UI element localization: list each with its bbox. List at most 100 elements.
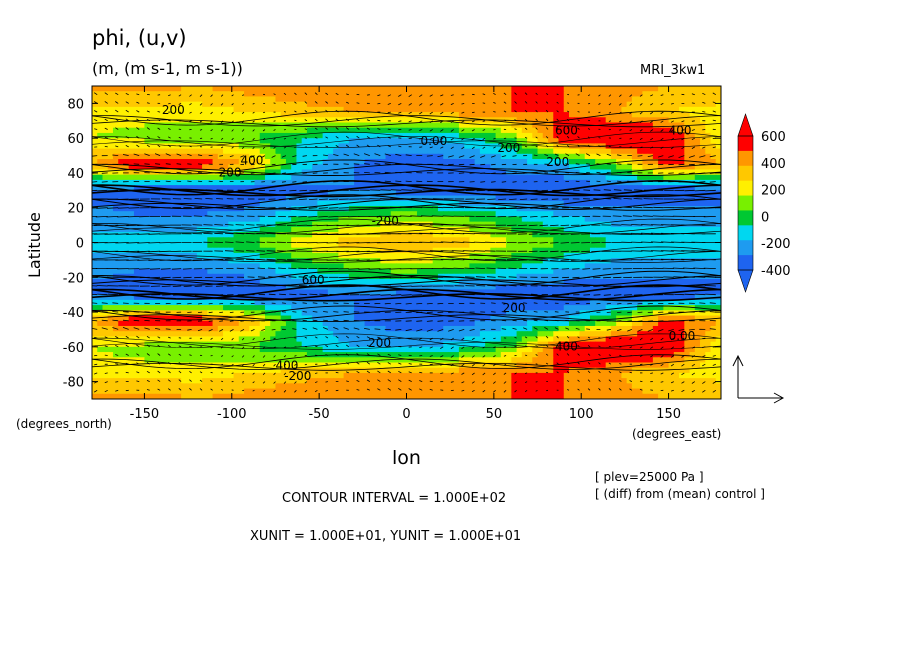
field-cell: [684, 263, 691, 270]
field-cell: [202, 86, 208, 92]
field-cell: [621, 268, 628, 275]
field-cell: [322, 153, 329, 160]
field-cell: [563, 91, 570, 98]
field-cell: [553, 242, 560, 249]
field-cell: [647, 138, 654, 144]
field-cell: [264, 138, 271, 144]
field-cell: [469, 279, 476, 285]
field-cell: [296, 153, 303, 160]
field-cell: [432, 289, 439, 296]
field-cell: [212, 258, 219, 264]
field-cell: [97, 174, 104, 181]
field-cell: [715, 179, 721, 186]
field-cell: [285, 127, 292, 134]
field-cell: [375, 132, 381, 139]
field-cell: [443, 226, 450, 233]
field-cell: [579, 101, 586, 108]
field-cell: [144, 258, 151, 264]
field-cell: [160, 143, 166, 150]
field-cell: [369, 148, 376, 155]
field-cell: [301, 221, 308, 228]
field-cell: [123, 96, 130, 103]
field-cell: [485, 226, 491, 233]
field-cell: [139, 247, 146, 254]
field-cell: [448, 96, 455, 103]
field-cell: [217, 226, 224, 233]
field-cell: [249, 247, 256, 254]
field-cell: [165, 242, 172, 249]
field-cell: [443, 112, 450, 118]
field-cell: [343, 273, 350, 280]
field-cell: [196, 164, 203, 171]
field-cell: [233, 132, 240, 139]
field-cell: [584, 174, 591, 181]
field-cell: [548, 237, 554, 244]
field-cell: [165, 164, 172, 171]
field-cell: [574, 226, 581, 233]
field-cell: [574, 96, 581, 103]
field-cell: [133, 299, 140, 306]
field-cell: [563, 268, 570, 275]
field-cell: [123, 205, 130, 212]
field-cell: [327, 143, 334, 150]
field-cell: [469, 247, 476, 254]
field-cell: [327, 179, 334, 186]
field-cell: [432, 232, 439, 238]
field-cell: [490, 237, 497, 244]
field-cell: [411, 263, 418, 270]
field-cell: [658, 237, 664, 244]
field-cell: [275, 294, 282, 301]
field-cell: [217, 289, 224, 296]
field-cell: [715, 242, 721, 249]
field-cell: [521, 279, 528, 285]
field-cell: [327, 258, 334, 264]
field-cell: [411, 91, 418, 98]
field-cell: [432, 299, 439, 306]
field-cell: [437, 153, 444, 160]
field-cell: [558, 143, 565, 150]
field-cell: [432, 252, 439, 259]
field-cell: [92, 289, 98, 296]
field-cell: [637, 252, 643, 259]
field-cell: [154, 101, 161, 108]
field-cell: [621, 132, 628, 139]
field-cell: [291, 148, 298, 155]
field-cell: [301, 117, 308, 124]
field-cell: [715, 216, 721, 223]
field-cell: [558, 195, 565, 202]
field-cell: [369, 91, 376, 98]
field-cell: [139, 143, 146, 150]
field-cell: [333, 299, 339, 306]
field-cell: [396, 96, 402, 103]
field-cell: [495, 284, 502, 291]
field-cell: [375, 232, 381, 238]
field-cell: [285, 294, 292, 301]
field-cell: [485, 190, 491, 197]
field-cell: [369, 247, 376, 254]
field-cell: [453, 226, 460, 233]
field-cell: [118, 242, 125, 249]
field-cell: [133, 190, 140, 197]
field-cell: [144, 143, 151, 150]
field-cell: [422, 190, 429, 197]
field-cell: [338, 242, 345, 249]
field-cell: [542, 138, 549, 144]
field-cell: [401, 106, 408, 113]
field-cell: [296, 200, 303, 207]
field-cell: [322, 205, 329, 212]
field-cell: [464, 299, 470, 306]
field-cell: [626, 289, 633, 296]
field-cell: [568, 242, 575, 249]
field-cell: [301, 106, 308, 113]
field-cell: [631, 169, 638, 176]
field-cell: [532, 195, 539, 202]
field-cell: [558, 252, 565, 259]
field-cell: [165, 190, 172, 197]
field-cell: [605, 101, 612, 108]
field-cell: [149, 221, 156, 228]
field-cell: [616, 232, 623, 238]
field-cell: [558, 117, 565, 124]
field-cell: [506, 86, 512, 92]
field-cell: [196, 294, 203, 301]
field-cell: [212, 179, 219, 186]
